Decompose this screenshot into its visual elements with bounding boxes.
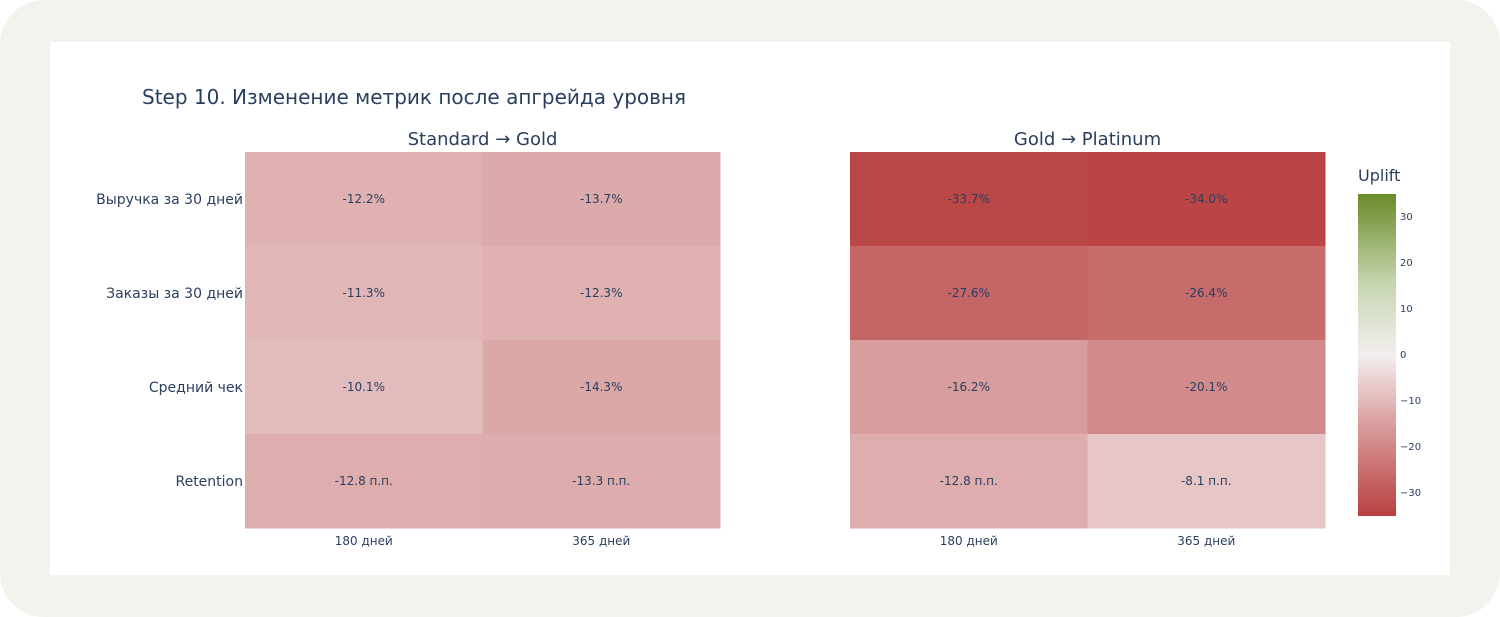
cell-value-label: -13.7% (580, 192, 622, 206)
cell-value-label: -14.3% (580, 380, 622, 394)
cell-value-label: -26.4% (1185, 286, 1227, 300)
panel-2: Gold → Platinum -33.7% -34.0% -27.6% -26.4% -… (850, 129, 1326, 548)
x-tick-label: 365 дней (572, 534, 630, 548)
cell-value-label: -12.8 п.п. (335, 474, 393, 488)
y-tick-label: Выручка за 30 дней (96, 192, 243, 208)
y-tick-label: Retention (175, 474, 243, 490)
heatmap-cell (245, 152, 483, 247)
heatmap-cell (1087, 434, 1326, 529)
colorbar-gradient (1358, 194, 1396, 516)
y-tick-label: Средний чек (149, 380, 243, 396)
cell-value-label: -27.6% (948, 286, 990, 300)
cell-value-label: -11.3% (343, 286, 385, 300)
heatmap-cell (850, 152, 1088, 247)
cell-value-label: -12.2% (343, 192, 385, 206)
heatmap-cell (245, 340, 483, 435)
heatmap-cell (245, 434, 483, 529)
colorbar-tick-label: 0 (1400, 350, 1406, 361)
cell-value-label: -8.1 п.п. (1181, 474, 1232, 488)
y-tick-label: Заказы за 30 дней (106, 286, 243, 302)
cell-value-label: -13.3 п.п. (572, 474, 630, 488)
heatmap-cell (850, 246, 1088, 341)
colorbar-title: Uplift (1358, 166, 1400, 185)
heatmap-cell (1087, 152, 1326, 247)
colorbar-tick-label: −20 (1400, 442, 1421, 453)
heatmap-cell (850, 340, 1088, 435)
heatmap-cell (482, 434, 721, 529)
colorbar-tick-label: −30 (1400, 488, 1421, 499)
colorbar-tick-label: −10 (1400, 396, 1421, 407)
cell-value-label: -20.1% (1185, 380, 1227, 394)
heatmap-cell (482, 152, 721, 247)
cell-value-label: -16.2% (948, 380, 990, 394)
cell-value-label: -12.8 п.п. (940, 474, 998, 488)
cell-value-label: -10.1% (343, 380, 385, 394)
heatmap-cell (482, 246, 721, 341)
colorbar-tick-label: 20 (1400, 258, 1413, 269)
x-tick-label: 180 дней (335, 534, 393, 548)
heatmap-cell (245, 246, 483, 341)
x-tick-label: 180 дней (940, 534, 998, 548)
colorbar: Uplift 30 20 10 0 −10 −20 −30 (1358, 166, 1421, 516)
row-labels: Выручка за 30 дней Заказы за 30 дней Средн… (96, 192, 243, 490)
heatmap-cell (1087, 246, 1326, 341)
heatmap-chart: Step 10. Изменение метрик после апгрейда… (96, 85, 1421, 548)
heatmap-cell (850, 434, 1088, 529)
x-tick-label: 365 дней (1177, 534, 1235, 548)
panel-title: Standard → Gold (408, 129, 558, 150)
colorbar-tick-label: 30 (1400, 212, 1413, 223)
chart-title: Step 10. Изменение метрик после апгрейда… (142, 85, 686, 109)
panel-1: Standard → Gold -12.2% -13.7% -11.3% -12.3% -… (245, 129, 721, 548)
heatmap-cell (1087, 340, 1326, 435)
chart-card: Step 10. Изменение метрик после апгрейда… (50, 42, 1450, 575)
colorbar-tick-label: 10 (1400, 304, 1413, 315)
heatmap-cell (482, 340, 721, 435)
cell-value-label: -34.0% (1185, 192, 1227, 206)
cell-value-label: -12.3% (580, 286, 622, 300)
cell-value-label: -33.7% (948, 192, 990, 206)
heatmap-panels: Standard → Gold -12.2% -13.7% -11.3% -12.3% -… (245, 129, 1326, 548)
panel-title: Gold → Platinum (1014, 129, 1161, 150)
